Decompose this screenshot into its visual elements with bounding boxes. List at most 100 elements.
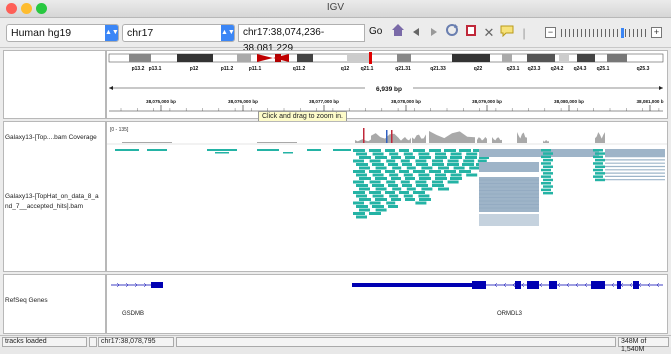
- ideogram-ruler[interactable]: p13.2 p13.1 p12 p11.2 p11.1 q11.2 q12 q21.1 q21.…: [107, 51, 667, 118]
- alignment-read: [356, 205, 368, 208]
- alignment-read: [207, 149, 237, 151]
- data-name-panel: Galaxy13-[Top....bam Coverage Galaxy13-[…: [3, 121, 106, 272]
- status-spacer: [176, 337, 616, 347]
- strand-arrow: [602, 282, 606, 288]
- close-window-button[interactable]: [6, 3, 17, 14]
- strand-arrow: [611, 282, 615, 288]
- strand-arrow: [656, 282, 660, 288]
- alignment-read: [399, 149, 409, 152]
- maximize-window-button[interactable]: [36, 3, 47, 14]
- alignment-read: [466, 152, 478, 156]
- alignment-read: [405, 156, 415, 159]
- gene-ormdl3-exon: [549, 281, 557, 289]
- alignment-read: [372, 173, 384, 177]
- refseq-track-name[interactable]: RefSeq Genes: [5, 297, 48, 304]
- ruler-tick-label: 38,078,000 bp: [391, 99, 421, 104]
- zoom-tick: [589, 29, 590, 37]
- feature-panel[interactable]: GSDMB ORMDL3: [106, 274, 668, 334]
- alignment-read: [147, 149, 167, 151]
- ideogram-band-shade: [502, 54, 512, 62]
- ideogram-band-shade: [347, 54, 369, 62]
- gene-track[interactable]: GSDMB ORMDL3: [107, 275, 667, 333]
- coverage-track-name[interactable]: Galaxy13-[Top....bam Coverage: [5, 134, 97, 141]
- zoom-tick: [637, 29, 638, 37]
- alignment-read: [447, 163, 459, 166]
- chromosome-select-value: chr17: [127, 27, 154, 39]
- back-icon[interactable]: [410, 23, 422, 43]
- header-panel[interactable]: p13.2 p13.1 p12 p11.2 p11.1 q11.2 q12 q21.1 q21.…: [106, 50, 668, 119]
- chromosome-select[interactable]: chr17 ▲▼: [122, 24, 235, 42]
- alignment-read: [541, 182, 551, 185]
- zoom-out-button[interactable]: −: [545, 27, 556, 38]
- forward-icon[interactable]: [428, 23, 440, 43]
- strand-arrow: [638, 282, 642, 288]
- roi-icon[interactable]: [464, 23, 478, 43]
- genome-select[interactable]: Human hg19 ▲▼: [6, 24, 119, 42]
- alignment-read: [543, 172, 553, 175]
- popup-text-icon[interactable]: [499, 23, 515, 43]
- status-memory: 348M of 1,540M: [618, 337, 669, 353]
- alignment-read: [388, 205, 398, 208]
- alignment-read: [405, 177, 415, 180]
- alignment-read: [541, 188, 551, 192]
- gene-ormdl3-exon: [515, 281, 521, 289]
- ideogram-band-shade: [452, 54, 490, 62]
- coverage-low: [122, 142, 172, 143]
- zoom-ticks[interactable]: [559, 28, 649, 38]
- minimize-window-button[interactable]: [21, 3, 32, 14]
- gene-label-gsdmb: GSDMB: [122, 311, 144, 317]
- alignment-read: [416, 184, 428, 187]
- alignment-read: [400, 180, 410, 184]
- strand-arrow: [143, 282, 147, 288]
- band-label: p11.1: [249, 66, 262, 72]
- alignment-read: [399, 191, 409, 194]
- locus-input[interactable]: chr17:38,074,236-38,081,229: [238, 24, 365, 54]
- refresh-icon[interactable]: [444, 23, 460, 43]
- alignment-read: [283, 152, 293, 154]
- alignment-read: [405, 198, 415, 201]
- status-message: tracks loaded: [2, 337, 87, 347]
- spliced-read-band: [479, 214, 539, 226]
- zoom-widget[interactable]: − +: [545, 27, 663, 39]
- ideogram-band-shade: [607, 54, 627, 62]
- alignment-track-name-1[interactable]: Galaxy13-[TopHat_on_data_8_a: [5, 193, 99, 200]
- alignment-read: [444, 149, 456, 152]
- alignment-read: [593, 168, 603, 172]
- refseq-genes: [111, 281, 663, 289]
- ideogram-band-shade: [177, 54, 213, 62]
- alignment-read: [353, 201, 364, 205]
- strand-arrow: [503, 282, 507, 288]
- home-icon[interactable]: [390, 23, 406, 43]
- alignment-view[interactable]: [0 - 135]: [107, 122, 667, 271]
- band-label: q12: [341, 66, 350, 72]
- alignment-read: [392, 187, 402, 191]
- centromere-p: [257, 54, 273, 62]
- chromosome-ideogram: p13.2 p13.1 p12 p11.2 p11.1 q11.2 q12 q21.1 q21.…: [108, 52, 664, 72]
- alignment-read: [543, 191, 553, 195]
- coverage-peak: [371, 133, 399, 143]
- alignment-read: [356, 152, 367, 156]
- alignment-read: [353, 212, 365, 215]
- alignment-read: [419, 177, 431, 180]
- band-label: q24.2: [551, 66, 564, 72]
- alignment-track-name-2[interactable]: nd_7__accepted_hits].bam: [5, 203, 84, 210]
- gene-ormdl3-exon: [633, 281, 639, 289]
- coverage-snp: [391, 130, 393, 143]
- alignment-read: [413, 191, 425, 194]
- alignment-read: [359, 166, 370, 170]
- go-button[interactable]: Go: [369, 26, 383, 37]
- close-icon[interactable]: ✕: [483, 25, 495, 40]
- alignment-read: [333, 149, 351, 151]
- data-panel[interactable]: [0 - 135]: [106, 121, 668, 272]
- select-arrows-icon: ▲▼: [221, 25, 235, 41]
- gene-gsdmb-exon: [151, 282, 163, 288]
- alignment-read: [386, 159, 396, 163]
- alignment-read: [415, 201, 427, 205]
- alignment-read: [356, 163, 368, 166]
- header-name-panel: [3, 50, 106, 119]
- coverage-peak: [412, 134, 426, 143]
- alignment-read: [369, 149, 381, 152]
- alignment-read: [543, 152, 553, 155]
- zoom-in-button[interactable]: +: [651, 27, 662, 38]
